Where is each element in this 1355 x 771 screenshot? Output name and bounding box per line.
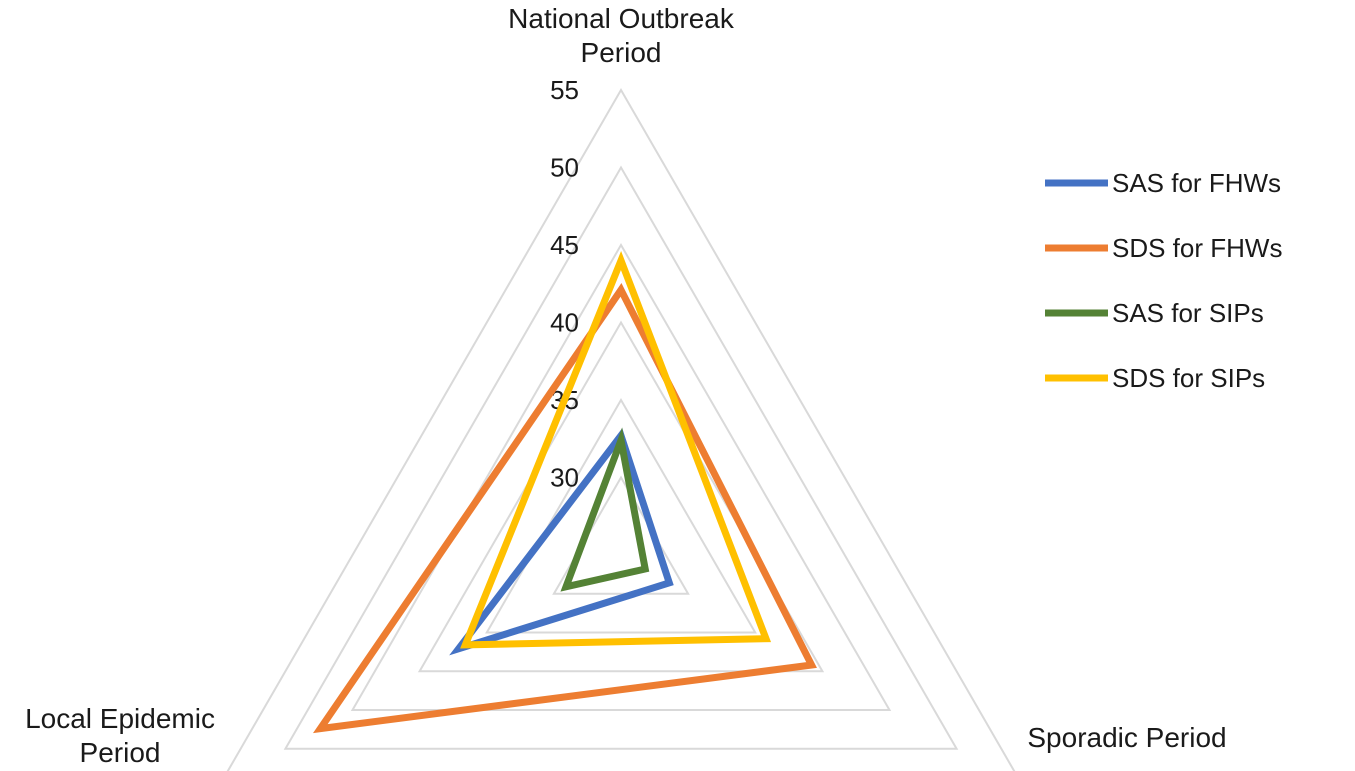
grid-ring-35 — [485, 397, 757, 634]
series-sas-for-sips — [560, 427, 650, 592]
legend-label-sds-for-fhws: SDS for FHWs — [1112, 233, 1282, 263]
grid-ring-45 — [350, 243, 892, 711]
legend-label-sas-for-fhws: SAS for FHWs — [1112, 168, 1281, 198]
tick-label-50: 50 — [550, 153, 579, 183]
legend-label-sds-for-sips: SDS for SIPs — [1112, 363, 1265, 393]
axis-labels: National Outbreak Period Sporadic Period Lo… — [25, 3, 1227, 768]
grid-ring-50 — [283, 165, 959, 750]
axis-label-2: Local Epidemic Period — [25, 703, 215, 768]
tick-label-40: 40 — [550, 308, 579, 338]
legend-label-sas-for-sips: SAS for SIPs — [1112, 298, 1264, 328]
tick-label-45: 45 — [550, 230, 579, 260]
grid-ring-40 — [417, 320, 825, 673]
series-sds-for-fhws — [312, 283, 817, 734]
legend: SAS for FHWs SDS for FHWs SAS for SIPs SDS … — [1045, 168, 1282, 393]
series-sas-for-fhws — [449, 428, 674, 656]
data-series — [312, 250, 817, 734]
grid-ring-55 — [226, 87, 1016, 771]
tick-label-30: 30 — [550, 463, 579, 493]
axis-label-1: Sporadic Period — [1027, 722, 1226, 753]
axis-label-0: National Outbreak Period — [508, 3, 735, 68]
tick-label-55: 55 — [550, 75, 579, 105]
series-sds-for-sips — [460, 250, 772, 649]
radar-grid — [226, 87, 1016, 771]
